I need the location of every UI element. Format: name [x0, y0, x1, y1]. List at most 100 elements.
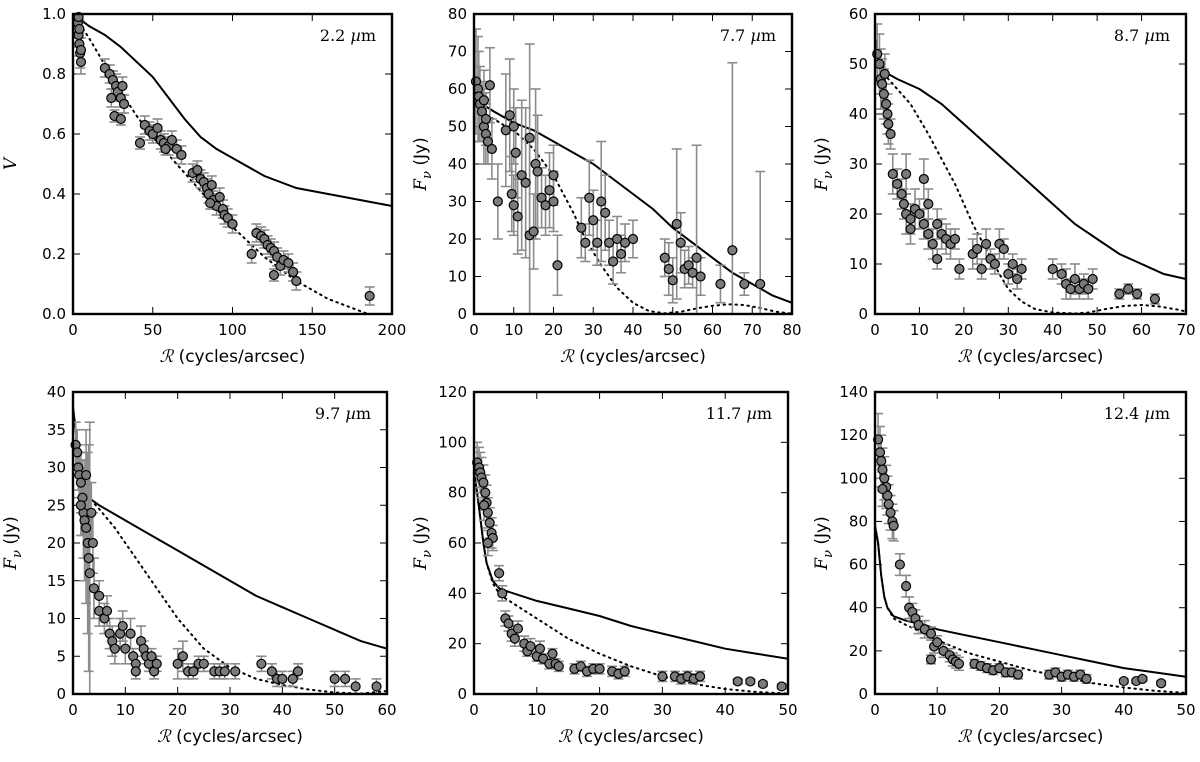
data-point — [745, 676, 756, 687]
x-tick-label: 50 — [143, 321, 162, 339]
model-solid-line — [875, 525, 1186, 678]
data-point — [484, 80, 495, 91]
y-tick-label: 40 — [448, 584, 467, 602]
plot-area — [875, 412, 1186, 694]
data-point — [905, 213, 916, 225]
y-tick-label: 40 — [849, 105, 868, 123]
data-point — [510, 147, 521, 158]
data-point — [532, 166, 543, 177]
data-point — [83, 552, 94, 564]
data-point — [1056, 268, 1067, 280]
model-dotted-line — [474, 88, 792, 314]
y-tick-label: 50 — [849, 55, 868, 73]
data-point — [548, 196, 559, 207]
data-point — [900, 168, 912, 180]
data-point — [954, 263, 965, 275]
data-point — [927, 238, 938, 250]
y-tick-label: 60 — [448, 534, 467, 552]
data-point — [1114, 288, 1125, 300]
y-tick-label: 0 — [457, 685, 467, 703]
data-point — [268, 269, 280, 281]
data-point — [588, 215, 599, 226]
y-axis-label: Fν (Jy) — [812, 137, 836, 191]
y-tick-label: 80 — [448, 5, 467, 23]
x-tick-label: 10 — [527, 701, 546, 719]
data-point — [691, 252, 702, 263]
x-tick-label: 40 — [716, 701, 735, 719]
model-dotted-line — [474, 471, 788, 694]
x-tick-label: 0 — [68, 701, 78, 719]
data-point — [989, 258, 1001, 270]
data-point — [287, 673, 298, 685]
panel-4: 0 10 20 30 40 50 60 0 5 10 15 20 25 30 35 40 9.7 µm ℛ (cy… — [1, 383, 397, 747]
data-point — [246, 248, 257, 260]
data-point — [998, 243, 1009, 255]
data-point — [80, 469, 92, 481]
data-point — [256, 658, 267, 669]
data-point — [552, 260, 563, 271]
data-point — [94, 590, 105, 601]
data-point — [972, 243, 983, 255]
data-point — [547, 648, 558, 659]
panel-5: 0 10 20 30 40 50 0 20 40 60 80 100 120 11.7 µm ℛ (cycl… — [411, 383, 798, 747]
y-tick-label: 1.0 — [42, 5, 66, 23]
data-point — [1123, 283, 1134, 295]
data-point — [949, 233, 961, 245]
data-point — [288, 266, 299, 278]
data-point — [694, 671, 706, 682]
data-point — [732, 676, 743, 687]
data-point — [594, 663, 605, 674]
data-point — [883, 499, 894, 510]
y-tick-label: 50 — [448, 118, 467, 136]
y-tick-label: 10 — [448, 268, 467, 286]
data-point — [525, 641, 536, 652]
data-point — [932, 637, 943, 648]
data-point — [879, 68, 890, 80]
y-tick-label: 120 — [839, 426, 868, 444]
y-axis-label: Fν (Jy) — [411, 137, 435, 191]
x-tick-label: 20 — [990, 701, 1009, 719]
data-point — [172, 658, 183, 669]
data-point — [885, 128, 896, 140]
data-point — [877, 78, 888, 90]
data-point — [205, 197, 216, 209]
data-point — [894, 559, 905, 570]
data-point — [882, 108, 893, 120]
data-point — [657, 671, 668, 682]
data-point — [776, 681, 787, 692]
data-point — [291, 275, 302, 287]
y-tick-label: 30 — [448, 193, 467, 211]
data-point — [120, 643, 131, 654]
x-tick-label: 20 — [168, 701, 187, 719]
data-point — [1149, 293, 1161, 305]
y-tick-label: 0 — [858, 305, 868, 323]
data-point — [877, 464, 888, 475]
data-point — [918, 173, 929, 185]
axes-frame — [472, 390, 790, 696]
y-tick-label: 20 — [849, 642, 868, 660]
data-point — [508, 200, 519, 211]
wavelength-label: 9.7 µm — [315, 404, 371, 423]
data-point — [512, 623, 524, 634]
panel-6: 0 10 20 30 40 50 0 20 40 60 80 100 120 140 12.4 µm ℛ (c… — [812, 383, 1196, 747]
data-point — [219, 666, 230, 677]
data-point — [596, 196, 607, 207]
x-tick-label: 50 — [663, 321, 682, 339]
x-axis-label: ℛ (cycles/arcsec) — [157, 727, 303, 747]
data-point — [528, 226, 539, 237]
data-point — [227, 218, 238, 230]
data-point — [615, 248, 627, 260]
plot-area — [73, 14, 392, 314]
data-point — [364, 290, 375, 302]
data-point — [1069, 273, 1081, 285]
data-point — [619, 666, 630, 677]
x-tick-label: 10 — [116, 701, 135, 719]
data-point — [877, 483, 888, 495]
data-point — [1132, 288, 1143, 300]
y-tick-label: 35 — [47, 421, 66, 439]
data-point — [117, 620, 128, 632]
y-tick-label: 0.6 — [42, 125, 66, 143]
model-solid-line — [73, 14, 392, 207]
data-point — [885, 507, 896, 518]
data-point — [715, 278, 726, 290]
